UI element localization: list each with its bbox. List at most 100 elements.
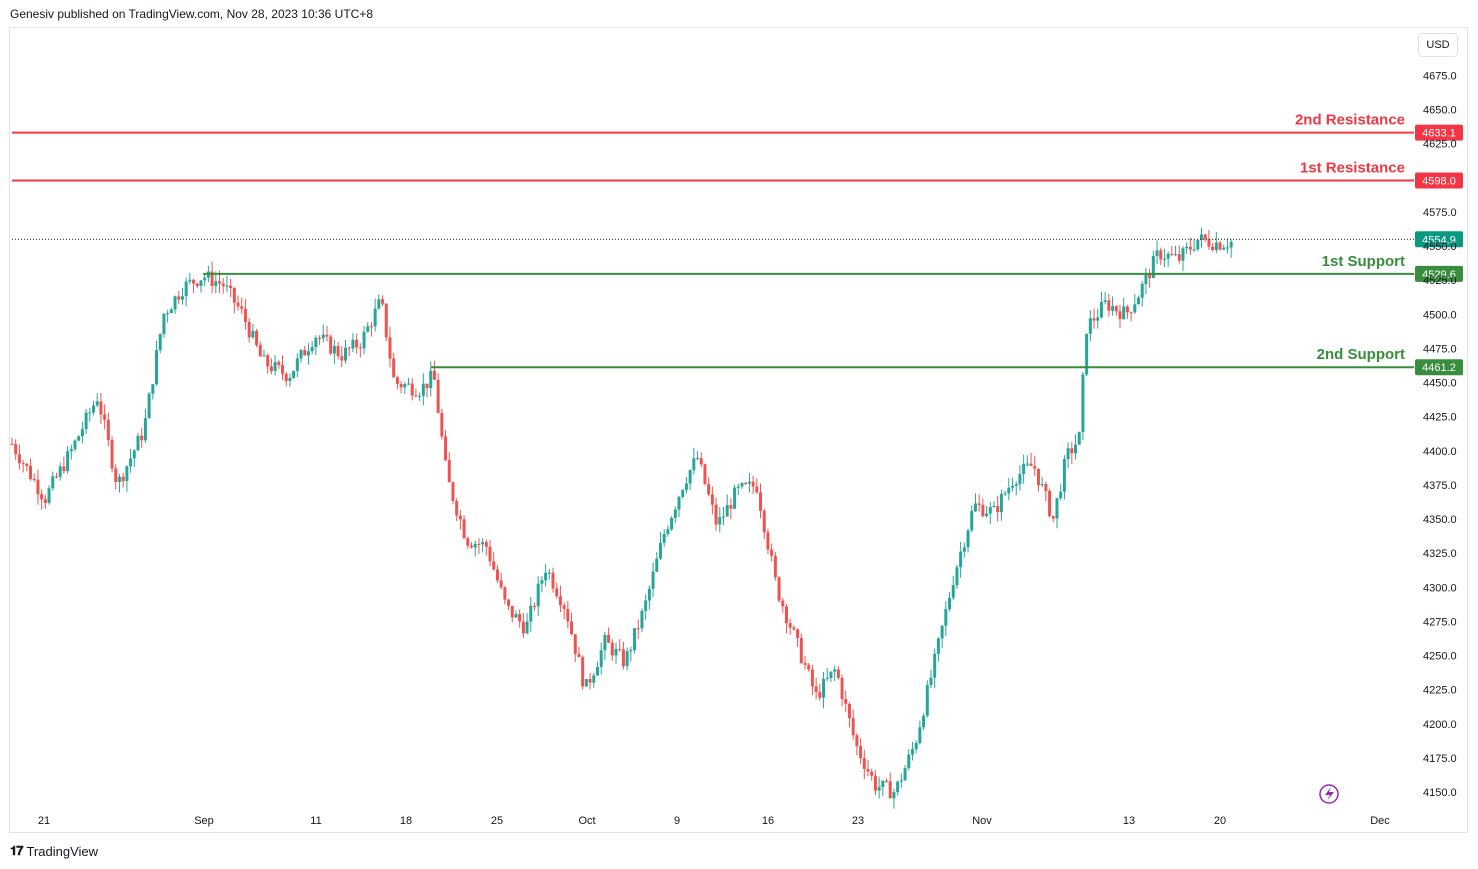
candle-body — [395, 377, 399, 384]
candle-body — [273, 361, 277, 372]
candle-body — [355, 339, 359, 348]
candle-body — [514, 614, 518, 618]
candle-body — [80, 429, 84, 437]
candle-body — [573, 634, 577, 654]
level-price-tag — [1415, 172, 1463, 189]
candle-body — [1159, 250, 1163, 260]
candle-body — [1181, 248, 1185, 261]
candle-body — [1225, 247, 1229, 249]
candle-body — [199, 280, 203, 287]
candle-body — [651, 571, 655, 589]
candle-body — [1051, 515, 1055, 519]
y-tick-label: 4450.0 — [1423, 378, 1457, 390]
candle-body — [281, 365, 285, 374]
candle-body — [966, 530, 970, 548]
y-tick-label: 4625.0 — [1423, 139, 1457, 151]
candle-body — [247, 321, 251, 338]
candle-body — [1162, 258, 1166, 260]
candle-body — [792, 627, 796, 630]
candle-body — [940, 625, 944, 639]
candle-body — [88, 412, 92, 414]
candle-body — [1059, 491, 1063, 499]
candle-body — [1040, 484, 1044, 486]
x-tick-label: Oct — [578, 815, 595, 827]
currency-selector[interactable]: USD — [1418, 33, 1458, 57]
candle-body — [366, 326, 370, 332]
tradingview-logo-icon: 𝟏𝟕 — [10, 843, 24, 858]
candle-body — [240, 306, 244, 309]
candle-body — [818, 691, 822, 698]
candle-body — [992, 505, 996, 508]
y-tick-label: 4150.0 — [1423, 787, 1457, 799]
candle-body — [581, 657, 585, 687]
candle-body — [340, 356, 344, 361]
candle-body — [66, 451, 70, 472]
candle-body — [599, 650, 603, 667]
x-tick-label: Sep — [194, 815, 214, 827]
candle-body — [566, 608, 570, 622]
candle-body — [1222, 247, 1226, 250]
candle-body — [407, 383, 411, 385]
candle-body — [299, 350, 303, 359]
candle-body — [484, 542, 488, 547]
candle-body — [410, 383, 414, 396]
candle-body — [640, 610, 644, 629]
price-axis: 4150.0 4175.0 4200.0 4225.0 4250.0 4275.0 4300… — [1423, 70, 1457, 799]
candle-body — [477, 543, 481, 545]
candle-body — [358, 347, 362, 349]
candle-body — [547, 572, 551, 574]
candle-body — [673, 509, 677, 519]
candle-body — [936, 638, 940, 654]
candle-body — [1062, 459, 1066, 492]
candle-body — [1188, 246, 1192, 250]
candle-body — [117, 476, 121, 482]
candle-body — [603, 634, 607, 651]
candle-body — [488, 546, 492, 562]
candle-body — [647, 588, 651, 601]
candle-body — [177, 296, 181, 300]
candle-body — [644, 600, 648, 611]
candle-body — [814, 686, 818, 692]
candle-body — [225, 285, 229, 287]
candle-body — [403, 384, 407, 388]
candle-body — [69, 449, 73, 452]
candle-body — [1107, 300, 1111, 311]
candle-body — [369, 326, 373, 328]
candle-body — [981, 504, 985, 517]
candle-body — [973, 503, 977, 512]
candle-body — [384, 303, 388, 338]
candle-body — [707, 484, 711, 495]
x-tick-label: 18 — [400, 815, 412, 827]
candle-body — [377, 299, 381, 309]
candle-body — [1129, 312, 1133, 314]
candle-body — [766, 532, 770, 550]
candle-body — [92, 405, 96, 413]
brand-name: TradingView — [26, 843, 99, 859]
candle-body — [977, 503, 981, 505]
candle-body — [918, 727, 922, 744]
candle-body — [1007, 487, 1011, 494]
candle-body — [17, 454, 21, 464]
candle-body — [106, 419, 110, 441]
candle-body — [132, 450, 136, 459]
y-tick-label: 4350.0 — [1423, 514, 1457, 526]
footer-brand: 𝟏𝟕 TradingView — [10, 843, 98, 859]
replay-icon[interactable] — [1319, 784, 1339, 804]
candle-body — [481, 542, 485, 545]
candle-body — [14, 444, 18, 455]
candle-body — [588, 678, 592, 683]
candle-body — [862, 758, 866, 769]
candle-body — [888, 781, 892, 799]
candle-body — [959, 551, 963, 568]
candle-body — [447, 459, 451, 483]
candle-body — [1177, 254, 1181, 261]
candle-body — [718, 517, 722, 525]
candle-body — [392, 358, 396, 378]
candle-body — [762, 510, 766, 533]
candle-body — [955, 567, 959, 586]
candle-body — [595, 666, 599, 676]
candle-body — [618, 648, 622, 650]
y-tick-label: 4500.0 — [1423, 309, 1457, 321]
y-tick-label: 4550.0 — [1423, 241, 1457, 253]
